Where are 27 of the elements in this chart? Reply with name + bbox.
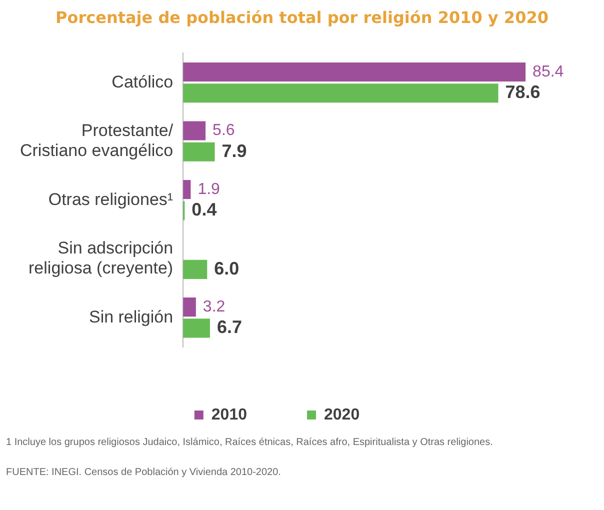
bar xyxy=(183,180,191,200)
bar xyxy=(183,298,196,317)
y-tick-label: Católico xyxy=(112,72,174,92)
source-note: FUENTE: INEGI. Censos de Población y Vivienda 2010-2020. xyxy=(6,467,282,479)
data-label: 6.0 xyxy=(214,258,240,278)
text: 1 Incluye los grupos religiosos Judaico, Islámico, Raíces étnicas, Raíces afro, Espiritualista y Otras religiones. xyxy=(6,437,494,449)
legend-label: 2020 xyxy=(324,406,360,424)
data-label: 5.6 xyxy=(212,122,235,140)
data-label: 78.6 xyxy=(505,82,540,102)
y-tick-label: Sin religión xyxy=(88,307,174,326)
data-label: 6.7 xyxy=(216,317,242,338)
y-tick-label: Otras religiones¹ xyxy=(48,190,174,209)
data-label: 7.9 xyxy=(222,140,247,161)
data-label: 3.2 xyxy=(202,298,226,316)
bar xyxy=(183,260,208,279)
y-tick-label: Sin adscripción religiosa (creyente) xyxy=(28,238,174,278)
data-label: 0.4 xyxy=(192,200,217,220)
data-label: 85.4 xyxy=(532,63,564,80)
y-tick-label: Protestante/ Cristiano evangélico xyxy=(20,120,174,160)
data-label: 1.9 xyxy=(198,180,220,198)
bar xyxy=(183,142,215,162)
bar xyxy=(183,318,210,338)
bar xyxy=(183,121,206,140)
chart-title: Porcentaje de población total por religión 2010 y 2020 xyxy=(54,7,550,29)
bar xyxy=(183,62,526,82)
legend-label: 2010 xyxy=(211,406,248,424)
bar xyxy=(183,84,498,103)
